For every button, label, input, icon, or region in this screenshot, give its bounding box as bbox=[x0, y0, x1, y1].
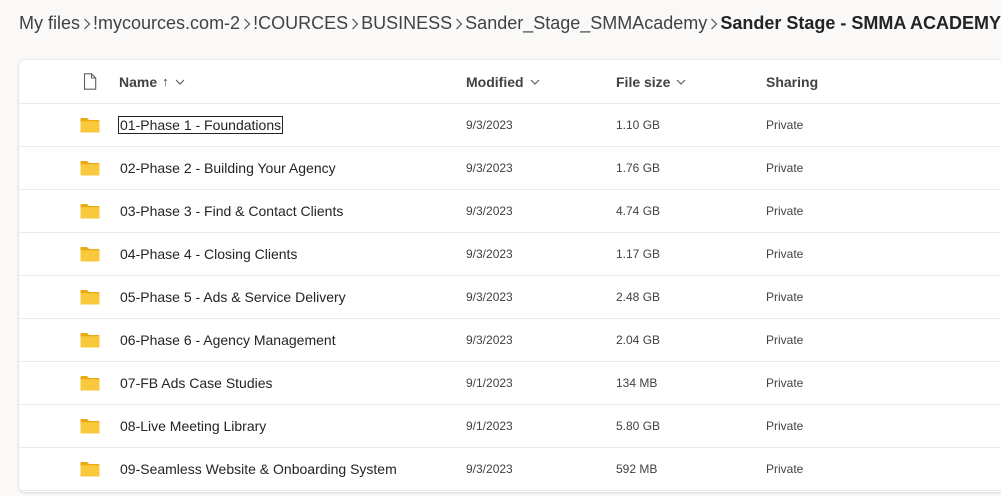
folder-icon bbox=[78, 190, 102, 232]
breadcrumb-cources[interactable]: !COURCES bbox=[253, 12, 349, 33]
file-size: 1.76 GB bbox=[616, 161, 661, 175]
chevron-down-icon bbox=[677, 79, 686, 85]
folder-name-link[interactable]: 08-Live Meeting Library bbox=[120, 418, 267, 434]
file-size: 592 MB bbox=[616, 462, 658, 476]
folder-icon bbox=[78, 276, 102, 318]
breadcrumb-sander-stage-folder[interactable]: Sander_Stage_SMMAcademy bbox=[465, 12, 708, 33]
folder-icon bbox=[78, 405, 102, 447]
folder-name-link[interactable]: 01-Phase 1 - Foundations bbox=[117, 116, 284, 134]
file-list: Name ↑ Modified File size Sharing 01-Pha… bbox=[19, 60, 1001, 492]
sharing-status: Private bbox=[766, 247, 804, 261]
folder-name-link[interactable]: 03-Phase 3 - Find & Contact Clients bbox=[120, 203, 344, 219]
column-header-row: Name ↑ Modified File size Sharing bbox=[19, 60, 1001, 104]
file-size: 1.17 GB bbox=[616, 247, 661, 261]
modified-date: 9/3/2023 bbox=[466, 462, 513, 476]
file-size: 1.10 GB bbox=[616, 118, 661, 132]
folder-icon bbox=[78, 104, 102, 146]
column-header-file-size-label: File size bbox=[616, 73, 671, 90]
chevron-right-icon bbox=[240, 15, 253, 31]
column-header-name-label: Name bbox=[119, 73, 158, 90]
modified-date: 9/1/2023 bbox=[466, 419, 513, 433]
modified-date: 9/3/2023 bbox=[466, 161, 513, 175]
sort-ascending-icon: ↑ bbox=[162, 74, 169, 89]
breadcrumb: My files !mycources.com-2 !COURCES BUSIN… bbox=[0, 0, 1001, 46]
breadcrumb-my-files[interactable]: My files bbox=[19, 12, 81, 33]
column-header-sharing[interactable]: Sharing bbox=[766, 60, 818, 103]
breadcrumb-business[interactable]: BUSINESS bbox=[361, 12, 453, 33]
folder-row[interactable]: 04-Phase 4 - Closing Clients 9/3/2023 1.17… bbox=[19, 233, 1001, 276]
folder-icon bbox=[78, 319, 102, 361]
folder-icon bbox=[78, 448, 102, 490]
file-type-icon[interactable] bbox=[78, 60, 102, 103]
modified-date: 9/3/2023 bbox=[466, 118, 513, 132]
modified-date: 9/3/2023 bbox=[466, 290, 513, 304]
chevron-right-icon bbox=[452, 15, 465, 31]
folder-name-link[interactable]: 04-Phase 4 - Closing Clients bbox=[120, 246, 298, 262]
file-size: 5.80 GB bbox=[616, 419, 661, 433]
folder-icon bbox=[78, 233, 102, 275]
file-size: 134 MB bbox=[616, 376, 658, 390]
folder-name-link[interactable]: 05-Phase 5 - Ads & Service Delivery bbox=[120, 289, 346, 305]
folder-row[interactable]: 01-Phase 1 - Foundations 9/3/2023 1.10 GB P… bbox=[19, 104, 1001, 147]
folder-name-link[interactable]: 09-Seamless Website & Onboarding System bbox=[120, 461, 397, 477]
sharing-status: Private bbox=[766, 333, 804, 347]
sharing-status: Private bbox=[766, 204, 804, 218]
modified-date: 9/1/2023 bbox=[466, 376, 513, 390]
column-header-name[interactable]: Name ↑ bbox=[119, 60, 185, 103]
folder-row[interactable]: 09-Seamless Website & Onboarding System 9… bbox=[19, 448, 1001, 491]
modified-date: 9/3/2023 bbox=[466, 204, 513, 218]
breadcrumb-current-folder: Sander Stage - SMMA ACADEMY bbox=[720, 12, 1001, 33]
chevron-down-icon bbox=[530, 79, 539, 85]
folder-row[interactable]: 07-FB Ads Case Studies 9/1/2023 134 MB Priv… bbox=[19, 362, 1001, 405]
folder-row[interactable]: 08-Live Meeting Library 9/1/2023 5.80 GB Pr… bbox=[19, 405, 1001, 448]
folder-name-link[interactable]: 07-FB Ads Case Studies bbox=[120, 375, 273, 391]
folder-name-link[interactable]: 02-Phase 2 - Building Your Agency bbox=[120, 160, 336, 176]
breadcrumb-mycources[interactable]: !mycources.com-2 bbox=[93, 12, 241, 33]
modified-date: 9/3/2023 bbox=[466, 333, 513, 347]
folder-row[interactable]: 03-Phase 3 - Find & Contact Clients 9/3/2… bbox=[19, 190, 1001, 233]
chevron-right-icon bbox=[80, 15, 93, 31]
column-header-modified-label: Modified bbox=[466, 73, 524, 90]
sharing-status: Private bbox=[766, 161, 804, 175]
folder-icon bbox=[78, 147, 102, 189]
column-header-sharing-label: Sharing bbox=[766, 73, 819, 90]
chevron-down-icon bbox=[175, 79, 185, 85]
folder-name-link[interactable]: 06-Phase 6 - Agency Management bbox=[120, 332, 336, 348]
modified-date: 9/3/2023 bbox=[466, 247, 513, 261]
file-size: 2.04 GB bbox=[616, 333, 661, 347]
folder-row[interactable]: 02-Phase 2 - Building Your Agency 9/3/202… bbox=[19, 147, 1001, 190]
folder-icon bbox=[78, 362, 102, 404]
sharing-status: Private bbox=[766, 290, 804, 304]
chevron-right-icon bbox=[348, 15, 361, 31]
folder-row[interactable]: 05-Phase 5 - Ads & Service Delivery 9/3/2… bbox=[19, 276, 1001, 319]
sharing-status: Private bbox=[766, 462, 804, 476]
column-header-modified[interactable]: Modified bbox=[466, 60, 540, 103]
folder-row[interactable]: 06-Phase 6 - Agency Management 9/3/2023 2.… bbox=[19, 319, 1001, 362]
sharing-status: Private bbox=[766, 376, 804, 390]
file-size: 2.48 GB bbox=[616, 290, 661, 304]
file-size: 4.74 GB bbox=[616, 204, 661, 218]
sharing-status: Private bbox=[766, 419, 804, 433]
sharing-status: Private bbox=[766, 118, 804, 132]
column-header-file-size[interactable]: File size bbox=[616, 60, 686, 103]
chevron-right-icon bbox=[707, 15, 720, 31]
